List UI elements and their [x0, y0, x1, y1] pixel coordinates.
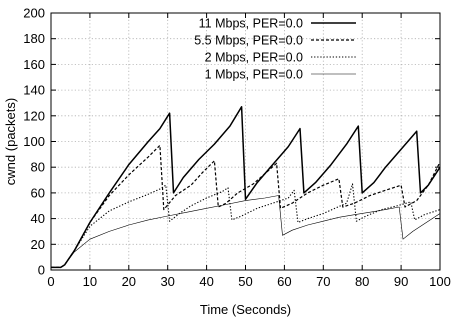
- grid-layer: [51, 13, 440, 270]
- x-axis-label: Time (Seconds): [200, 302, 291, 317]
- legend-label-2: 5.5 Mbps, PER=0.0: [194, 34, 303, 48]
- x-tick-label: 30: [160, 274, 174, 289]
- series-line-3: [51, 183, 441, 268]
- y-tick-label: 40: [31, 211, 45, 226]
- y-axis-label: cwnd (packets): [3, 98, 18, 185]
- series-line-2: [51, 144, 441, 268]
- x-tick-label: 0: [47, 274, 54, 289]
- x-tick-label: 60: [277, 274, 291, 289]
- y-tick-label: 160: [23, 57, 45, 72]
- legend: 11 Mbps, PER=0.0 5.5 Mbps, PER=0.0 2 Mbps,…: [194, 17, 356, 82]
- legend-label-3: 2 Mbps, PER=0.0: [205, 51, 303, 65]
- tick-layer: 0 10 20 30 40 50 60 70 80 90 100 0 20 40 60 80 100 120 140…: [23, 6, 451, 290]
- x-tick-label: 90: [394, 274, 408, 289]
- legend-label-4: 1 Mbps, PER=0.0: [205, 68, 303, 82]
- x-tick-label: 40: [199, 274, 213, 289]
- legend-label-1: 11 Mbps, PER=0.0: [199, 17, 303, 31]
- y-tick-label: 20: [31, 237, 45, 252]
- y-tick-label: 80: [31, 160, 45, 175]
- y-tick-label: 200: [23, 6, 45, 21]
- y-tick-label: 100: [23, 134, 45, 149]
- y-tick-label: 180: [23, 31, 45, 46]
- x-tick-label: 50: [238, 274, 252, 289]
- y-tick-label: 60: [31, 185, 45, 200]
- x-tick-label: 10: [83, 274, 97, 289]
- y-tick-label: 0: [38, 263, 45, 278]
- x-tick-label: 20: [122, 274, 136, 289]
- series-layer: [51, 106, 441, 269]
- x-tick-label: 80: [355, 274, 369, 289]
- x-tick-label: 100: [429, 274, 451, 289]
- x-tick-label: 70: [316, 274, 330, 289]
- y-tick-label: 120: [23, 108, 45, 123]
- series-line-1: [51, 106, 441, 269]
- y-tick-label: 140: [23, 83, 45, 98]
- series-line-4: [51, 195, 441, 268]
